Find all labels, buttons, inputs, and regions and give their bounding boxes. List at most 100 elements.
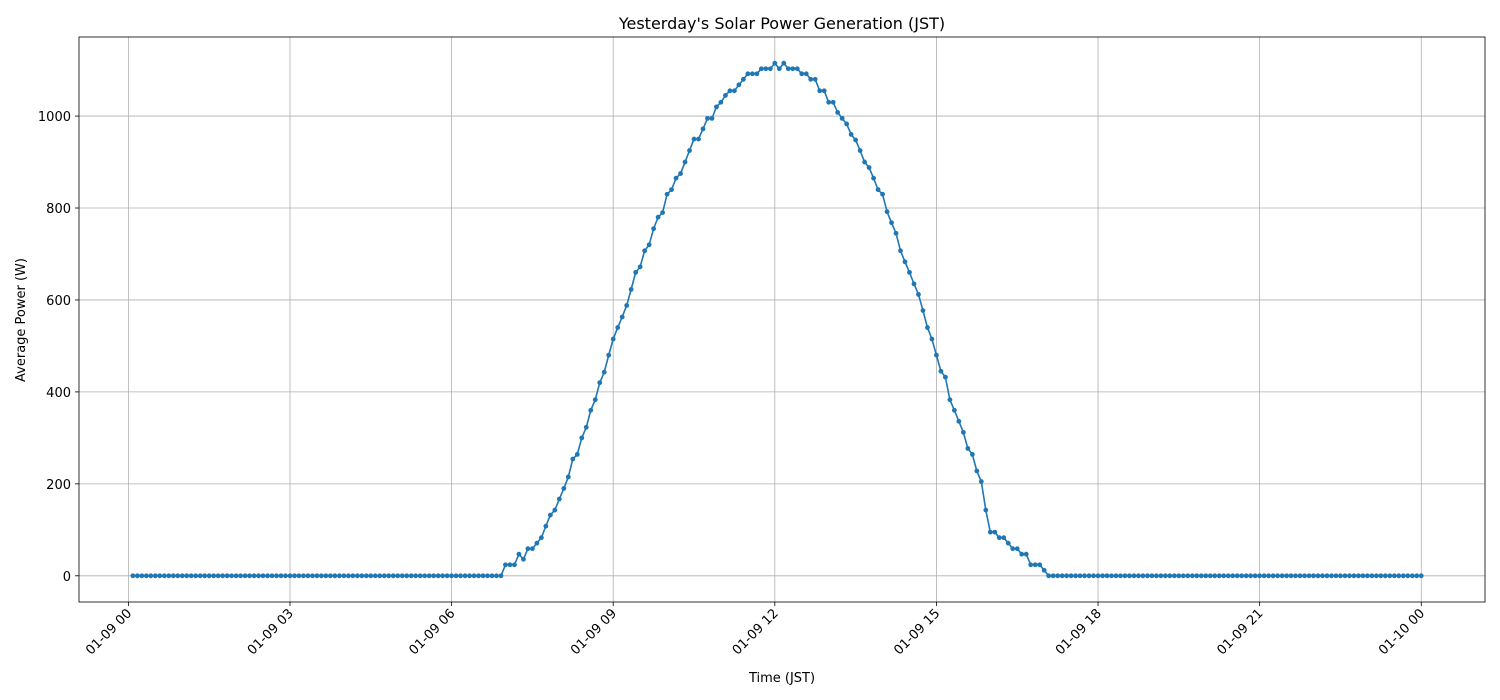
x-tick-label: 01-09 00 (83, 606, 135, 658)
data-point (606, 352, 612, 358)
data-point (1001, 535, 1007, 541)
data-point (660, 210, 665, 216)
data-point (368, 573, 374, 579)
data-point (269, 573, 275, 579)
data-point (336, 573, 342, 579)
data-point (651, 226, 657, 232)
data-point (579, 435, 585, 441)
data-point (1104, 573, 1110, 579)
data-point (314, 573, 320, 579)
data-point (224, 573, 230, 579)
data-point (408, 573, 414, 579)
data-point (1118, 573, 1123, 579)
data-point (1243, 573, 1249, 579)
data-point (956, 418, 962, 424)
data-point (350, 573, 356, 579)
data-point (148, 573, 154, 579)
data-point (242, 573, 248, 579)
data-point (507, 562, 513, 568)
data-point (1028, 562, 1034, 568)
data-point (327, 573, 333, 579)
data-point (1100, 573, 1105, 579)
data-point (220, 573, 226, 579)
data-point (1077, 573, 1083, 579)
data-point (332, 573, 338, 579)
data-point (749, 71, 755, 77)
data-point (319, 573, 324, 579)
data-point (642, 248, 648, 254)
data-point (1203, 573, 1209, 579)
data-point (664, 191, 670, 197)
data-point (871, 175, 876, 181)
data-point (1005, 540, 1011, 546)
data-point (1095, 573, 1101, 579)
data-point (215, 573, 221, 579)
data-point (188, 573, 194, 579)
data-point (1252, 573, 1258, 579)
data-point (884, 209, 890, 215)
data-point (1158, 573, 1164, 579)
data-point (1364, 573, 1370, 579)
x-tick-label: 01-09 18 (1053, 606, 1105, 658)
data-point (229, 573, 235, 579)
data-point (929, 336, 935, 342)
data-point (1176, 573, 1182, 579)
data-point (543, 523, 549, 529)
data-point (1230, 573, 1236, 579)
data-point (1212, 573, 1218, 579)
data-point (1333, 573, 1339, 579)
data-point (916, 292, 921, 297)
data-point (619, 314, 625, 320)
data-point (395, 573, 401, 579)
data-point (803, 71, 809, 77)
data-point (1409, 573, 1415, 579)
data-point (754, 71, 760, 77)
data-point (538, 535, 544, 541)
y-tick-label: 400 (46, 386, 71, 401)
data-point (691, 136, 697, 142)
data-point (875, 187, 881, 193)
data-point (1113, 573, 1119, 579)
data-point (965, 446, 971, 451)
data-point (274, 573, 279, 579)
data-point (1261, 573, 1267, 579)
data-point (943, 374, 948, 380)
data-point (601, 369, 607, 375)
data-point (503, 562, 508, 568)
data-point (1167, 573, 1173, 579)
plot-frame (78, 36, 1486, 603)
data-point (767, 66, 773, 72)
data-point (1405, 573, 1411, 579)
data-point (1149, 573, 1155, 579)
data-point (817, 88, 823, 94)
data-point (301, 573, 306, 579)
data-point (139, 573, 145, 579)
data-point (152, 573, 158, 579)
data-point (902, 259, 908, 265)
data-point (624, 303, 630, 308)
data-point (444, 573, 450, 579)
data-point (157, 573, 163, 579)
data-point (1293, 573, 1298, 579)
data-point (785, 66, 791, 72)
data-point (561, 486, 567, 491)
data-point (1302, 573, 1307, 579)
data-point (830, 99, 836, 105)
data-point (987, 529, 993, 535)
data-point (996, 535, 1002, 541)
data-point (399, 573, 405, 579)
data-point (866, 165, 872, 170)
data-point (1391, 573, 1397, 579)
data-point (723, 92, 728, 98)
data-point (1239, 573, 1245, 579)
data-point (1207, 573, 1213, 579)
data-point (745, 71, 751, 77)
data-point (489, 573, 495, 579)
data-point (1216, 573, 1222, 579)
data-point (790, 66, 796, 72)
data-point (323, 573, 329, 579)
data-point (1347, 573, 1352, 579)
data-point (678, 171, 683, 176)
data-point (570, 456, 576, 462)
